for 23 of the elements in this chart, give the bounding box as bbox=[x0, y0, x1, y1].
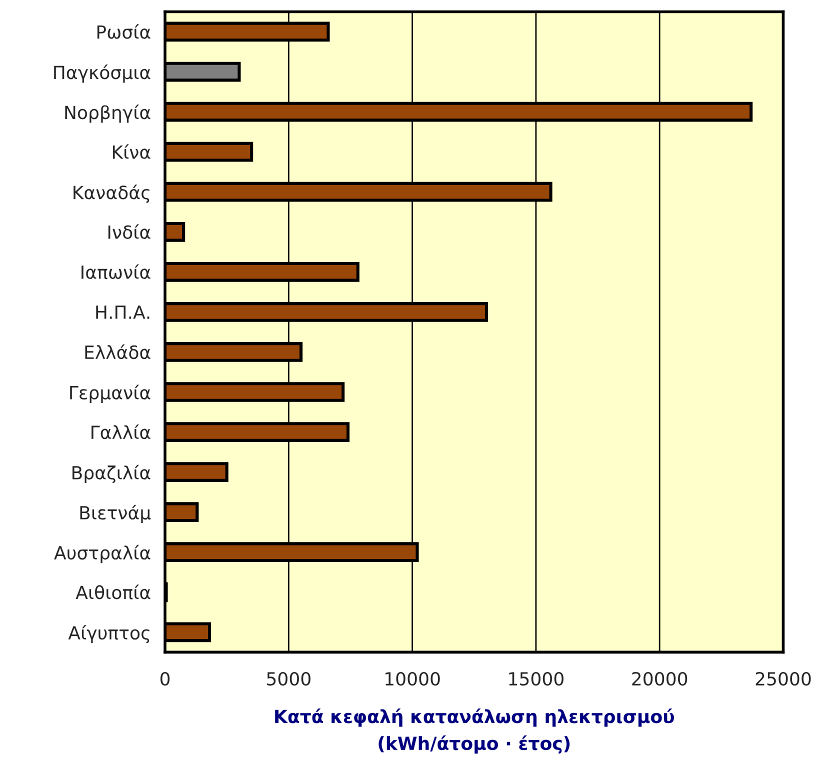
y-tick-label: Γαλλία bbox=[92, 424, 150, 440]
y-tick-label: Ρωσία bbox=[97, 24, 150, 39]
x-tick-label: 20000 bbox=[632, 672, 688, 686]
y-tick-label: Βιετνάμ bbox=[80, 504, 151, 524]
y-tick-label: Γερμανία bbox=[70, 384, 150, 403]
y-tick-label: Ιαπωνία bbox=[82, 264, 150, 280]
x-tick-label: 5000 bbox=[267, 672, 310, 686]
y-tick-label: Καναδάς bbox=[74, 184, 150, 203]
x-tick-label: 25000 bbox=[756, 672, 811, 686]
y-tick-label: Αυστραλία bbox=[54, 544, 150, 564]
y-tick-label: Ελλάδα bbox=[85, 344, 150, 360]
y-tick-label: Αιθιοπία bbox=[76, 584, 150, 600]
y-tick-label: Νορβηγία bbox=[65, 104, 150, 123]
y-tick-label: Ινδία bbox=[108, 224, 150, 240]
x-tick-label: 10000 bbox=[386, 672, 440, 686]
y-tick-label: Η.Π.Α. bbox=[96, 306, 150, 319]
y-tick-label: Παγκόσμια bbox=[54, 64, 150, 83]
x-axis-title: Κατά κεφαλή κατανάλωση ηλεκτρισμού (kWh/άτομο · έτος) bbox=[275, 708, 674, 754]
y-tick-label: Βραζιλία bbox=[72, 464, 150, 484]
x-tick-label: 15000 bbox=[509, 672, 564, 686]
y-tick-label: Αίγυπτος bbox=[68, 624, 150, 644]
x-tick-label: 0 bbox=[160, 672, 170, 686]
y-tick-label: Κίνα bbox=[112, 144, 150, 159]
